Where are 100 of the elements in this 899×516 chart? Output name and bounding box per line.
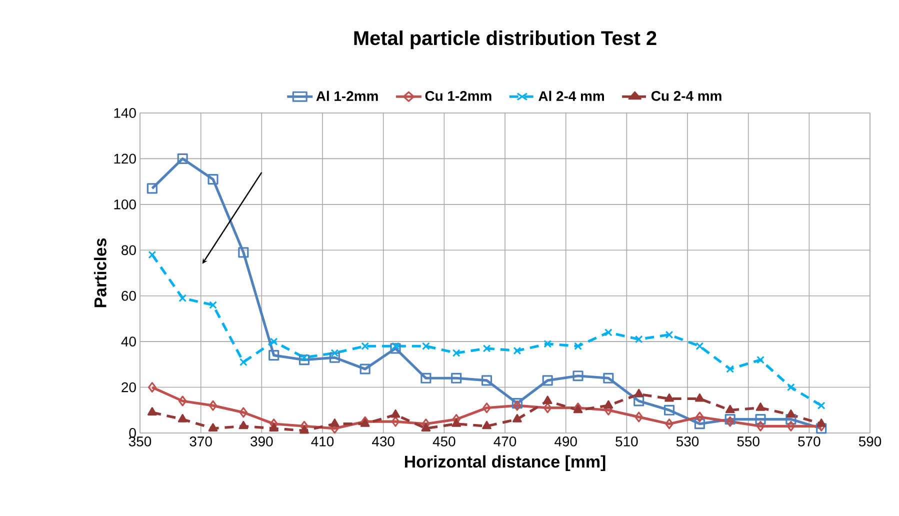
point bbox=[817, 402, 826, 410]
point bbox=[786, 414, 796, 425]
y-tick-label: 20 bbox=[122, 382, 136, 392]
point bbox=[786, 420, 796, 432]
point bbox=[542, 396, 552, 404]
point bbox=[298, 354, 310, 366]
x-tick-label: 490 bbox=[554, 436, 577, 446]
point bbox=[239, 407, 248, 418]
point bbox=[148, 250, 156, 259]
legend-label: Cu 1-2mm bbox=[425, 90, 492, 101]
point bbox=[755, 414, 766, 425]
legend-label: Cu 2-4 mm bbox=[651, 90, 722, 101]
point bbox=[452, 349, 460, 357]
point bbox=[786, 409, 796, 418]
point bbox=[604, 328, 612, 336]
point bbox=[634, 412, 644, 422]
point bbox=[572, 370, 584, 382]
point bbox=[421, 423, 431, 432]
point bbox=[270, 338, 278, 346]
point bbox=[300, 425, 309, 434]
point bbox=[694, 393, 704, 402]
x-tick-label: 350 bbox=[128, 436, 152, 446]
point bbox=[361, 342, 370, 350]
legend-label: Al 2-4 mm bbox=[538, 90, 604, 101]
point bbox=[481, 375, 492, 386]
point bbox=[756, 402, 766, 411]
point bbox=[634, 396, 644, 406]
point bbox=[816, 418, 826, 427]
point bbox=[177, 153, 188, 164]
point bbox=[391, 416, 400, 427]
x-tick-label: 550 bbox=[737, 436, 760, 446]
y-tick-label: 40 bbox=[121, 336, 136, 347]
y-tick-label: 100 bbox=[114, 199, 136, 210]
point bbox=[665, 330, 674, 339]
point bbox=[482, 420, 492, 430]
point bbox=[148, 382, 156, 393]
point bbox=[146, 183, 158, 194]
x-tick-label: 410 bbox=[311, 436, 334, 446]
point bbox=[268, 350, 280, 361]
point bbox=[544, 340, 552, 348]
legend-label: Al 1-2mm bbox=[316, 90, 378, 101]
x-tick-label: 590 bbox=[858, 436, 882, 446]
point bbox=[604, 400, 614, 409]
point bbox=[756, 356, 764, 364]
x-tick-label: 470 bbox=[494, 436, 516, 446]
point bbox=[420, 372, 432, 384]
x-tick-label: 530 bbox=[676, 436, 699, 446]
y-tick-label: 80 bbox=[122, 245, 136, 256]
point bbox=[482, 402, 491, 414]
point bbox=[574, 342, 582, 350]
point bbox=[390, 409, 400, 418]
point bbox=[208, 423, 218, 432]
point bbox=[634, 388, 644, 398]
point bbox=[694, 418, 705, 430]
x-tick-label: 390 bbox=[250, 436, 273, 446]
point bbox=[452, 418, 462, 427]
point bbox=[786, 383, 795, 392]
point bbox=[208, 174, 218, 185]
point bbox=[543, 402, 552, 414]
point bbox=[147, 407, 157, 416]
x-axis-title: Horizontal distance [mm] bbox=[404, 455, 606, 472]
point bbox=[603, 372, 614, 384]
point bbox=[696, 412, 704, 422]
point bbox=[816, 423, 827, 434]
x-tick-label: 510 bbox=[616, 436, 638, 446]
point bbox=[451, 372, 462, 384]
point bbox=[178, 414, 188, 422]
point bbox=[360, 364, 370, 374]
point bbox=[634, 335, 643, 344]
point bbox=[482, 344, 491, 352]
x-tick-label: 570 bbox=[798, 436, 820, 446]
point bbox=[300, 354, 308, 362]
point bbox=[330, 418, 340, 427]
y-tick-label: 60 bbox=[122, 290, 136, 301]
point bbox=[725, 404, 735, 414]
point bbox=[239, 358, 248, 366]
point bbox=[208, 400, 218, 411]
point bbox=[209, 301, 217, 309]
point bbox=[178, 396, 187, 406]
point bbox=[360, 418, 370, 427]
x-tick-label: 430 bbox=[372, 436, 394, 446]
point bbox=[269, 423, 279, 432]
point bbox=[238, 420, 248, 430]
x-tick-label: 370 bbox=[190, 436, 212, 446]
point bbox=[664, 393, 674, 402]
y-tick-label: 140 bbox=[114, 108, 136, 118]
point bbox=[756, 420, 765, 432]
point bbox=[512, 414, 522, 422]
point bbox=[422, 342, 430, 350]
point bbox=[696, 342, 704, 350]
point bbox=[542, 375, 553, 386]
x-tick-label: 450 bbox=[432, 436, 456, 446]
point bbox=[329, 352, 340, 363]
point bbox=[726, 365, 734, 373]
point bbox=[513, 346, 522, 355]
y-axis-title: Particles bbox=[94, 238, 106, 308]
point bbox=[390, 343, 401, 354]
point bbox=[330, 349, 339, 357]
point bbox=[238, 247, 249, 258]
y-tick-label: 120 bbox=[114, 154, 136, 164]
